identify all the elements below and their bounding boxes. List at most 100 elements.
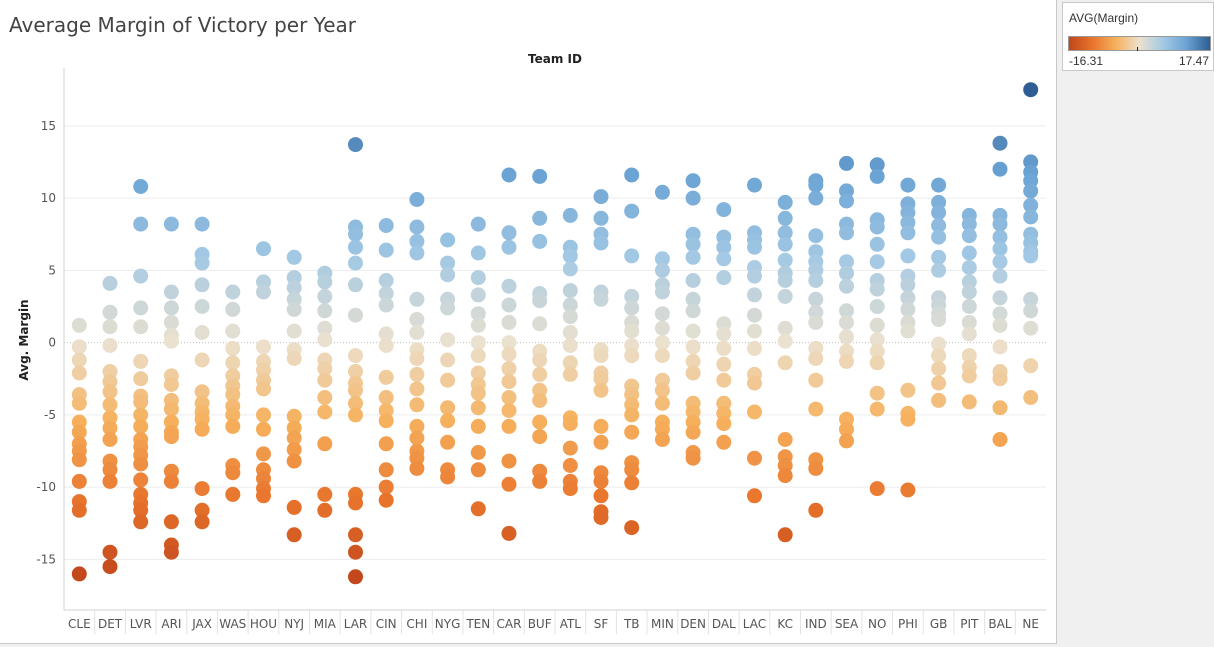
data-point[interactable]: [409, 325, 425, 340]
data-point[interactable]: [225, 301, 241, 317]
data-point[interactable]: [961, 245, 977, 261]
data-point[interactable]: [378, 479, 394, 495]
data-point[interactable]: [1023, 82, 1039, 98]
data-point[interactable]: [440, 232, 456, 248]
data-point[interactable]: [532, 473, 548, 489]
data-point[interactable]: [71, 395, 87, 411]
data-point[interactable]: [593, 371, 609, 387]
data-point[interactable]: [102, 397, 118, 413]
data-point[interactable]: [409, 312, 425, 327]
data-point[interactable]: [225, 407, 241, 423]
data-point[interactable]: [71, 502, 87, 518]
data-point[interactable]: [869, 317, 885, 333]
data-point[interactable]: [900, 482, 916, 498]
data-point[interactable]: [348, 137, 363, 153]
data-point[interactable]: [716, 270, 732, 286]
data-point[interactable]: [501, 390, 517, 405]
data-point[interactable]: [409, 430, 425, 446]
data-point[interactable]: [133, 179, 149, 194]
data-point[interactable]: [194, 421, 210, 437]
data-point[interactable]: [256, 284, 271, 300]
data-point[interactable]: [562, 416, 578, 432]
data-point[interactable]: [286, 351, 302, 366]
data-point[interactable]: [869, 236, 885, 252]
data-point[interactable]: [501, 297, 517, 313]
data-point[interactable]: [409, 366, 425, 382]
data-point[interactable]: [685, 273, 701, 288]
data-point[interactable]: [102, 384, 118, 400]
data-point[interactable]: [931, 205, 947, 220]
data-point[interactable]: [562, 309, 578, 325]
data-point[interactable]: [624, 203, 640, 219]
data-point[interactable]: [562, 458, 578, 473]
data-point[interactable]: [562, 366, 578, 382]
data-point[interactable]: [716, 340, 732, 356]
data-point[interactable]: [747, 450, 762, 466]
data-point[interactable]: [194, 384, 210, 400]
data-point[interactable]: [102, 275, 118, 291]
data-point[interactable]: [378, 286, 394, 301]
data-point[interactable]: [225, 284, 241, 300]
data-point[interactable]: [1023, 183, 1039, 199]
data-point[interactable]: [931, 392, 947, 408]
data-point[interactable]: [348, 569, 363, 585]
data-point[interactable]: [348, 239, 363, 255]
data-point[interactable]: [777, 236, 793, 252]
data-point[interactable]: [133, 216, 149, 232]
data-point[interactable]: [593, 473, 609, 489]
data-point[interactable]: [133, 418, 149, 434]
data-point[interactable]: [378, 273, 394, 288]
data-point[interactable]: [992, 432, 1008, 447]
data-point[interactable]: [470, 245, 486, 261]
data-point[interactable]: [839, 329, 854, 345]
data-point[interactable]: [900, 301, 916, 317]
data-point[interactable]: [777, 355, 793, 371]
data-point[interactable]: [808, 273, 824, 288]
data-point[interactable]: [317, 372, 333, 388]
data-point[interactable]: [102, 319, 118, 335]
data-point[interactable]: [102, 304, 118, 320]
data-point[interactable]: [286, 323, 302, 339]
data-point[interactable]: [378, 369, 394, 385]
data-point[interactable]: [133, 514, 149, 530]
data-point[interactable]: [839, 314, 854, 330]
data-point[interactable]: [685, 339, 701, 355]
data-point[interactable]: [194, 481, 210, 497]
data-point[interactable]: [931, 375, 947, 391]
data-point[interactable]: [409, 291, 425, 307]
data-point[interactable]: [501, 418, 517, 434]
data-point[interactable]: [470, 462, 486, 478]
data-point[interactable]: [900, 411, 916, 427]
data-point[interactable]: [593, 235, 609, 251]
data-point[interactable]: [470, 418, 486, 434]
data-point[interactable]: [194, 277, 210, 293]
data-point[interactable]: [869, 281, 885, 297]
data-point[interactable]: [71, 317, 87, 333]
data-point[interactable]: [593, 189, 609, 205]
data-point[interactable]: [532, 414, 548, 430]
data-point[interactable]: [317, 361, 333, 377]
data-point[interactable]: [440, 267, 456, 283]
data-point[interactable]: [133, 456, 149, 472]
data-point[interactable]: [286, 527, 302, 543]
data-point[interactable]: [348, 382, 363, 398]
data-point[interactable]: [562, 207, 578, 223]
data-point[interactable]: [654, 432, 670, 447]
data-point[interactable]: [348, 495, 363, 511]
data-point[interactable]: [71, 352, 87, 368]
data-point[interactable]: [747, 375, 762, 391]
data-point[interactable]: [409, 418, 425, 434]
data-point[interactable]: [869, 343, 885, 359]
data-point[interactable]: [470, 365, 486, 381]
data-point[interactable]: [225, 355, 241, 371]
data-point[interactable]: [286, 280, 302, 296]
data-point[interactable]: [71, 452, 87, 468]
data-point[interactable]: [654, 395, 670, 411]
data-point[interactable]: [470, 270, 486, 286]
data-point[interactable]: [378, 326, 394, 342]
data-point[interactable]: [286, 301, 302, 317]
data-point[interactable]: [378, 338, 394, 353]
data-point[interactable]: [317, 404, 333, 420]
data-point[interactable]: [747, 268, 762, 284]
data-point[interactable]: [102, 559, 118, 575]
